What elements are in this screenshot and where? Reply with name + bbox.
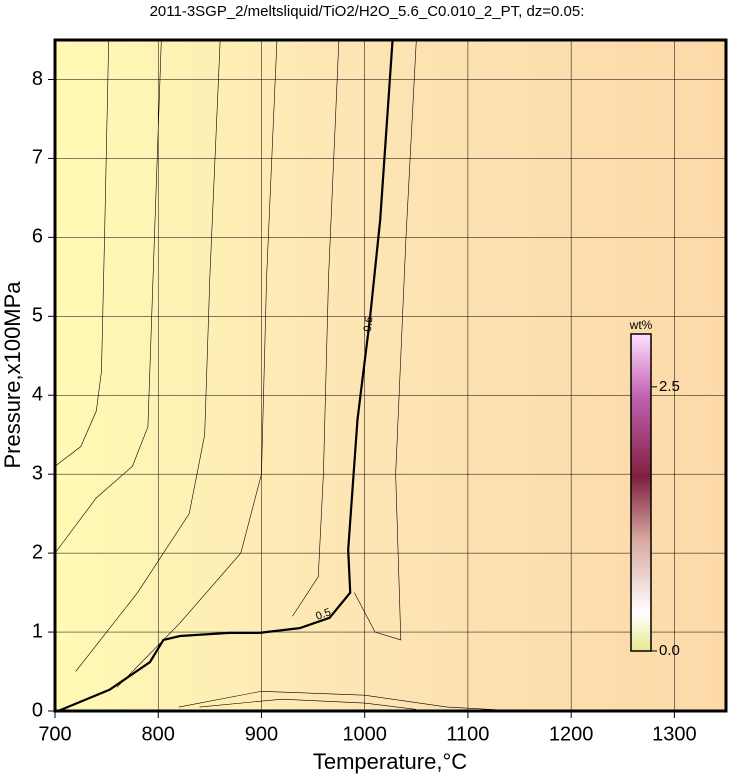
x-axis-label: Temperature,°C — [313, 749, 467, 774]
y-tick-label: 1 — [32, 620, 43, 642]
chart-title: 2011-3SGP_2/meltsliquid/TiO2/H2O_5.6_C0.… — [150, 3, 585, 20]
contour-line — [116, 39, 278, 688]
colorbar-tick-label: 2.5 — [659, 378, 680, 395]
plot-background — [55, 40, 726, 711]
x-tick-label: 1300 — [652, 723, 697, 745]
y-tick-label: 6 — [32, 226, 43, 248]
contour-line — [57, 39, 394, 713]
y-tick-label: 5 — [32, 305, 43, 327]
y-tick-label: 3 — [32, 462, 43, 484]
y-tick-label: 2 — [32, 541, 43, 563]
x-tick-label: 800 — [142, 723, 175, 745]
y-axis-label: Pressure,x100MPa — [0, 281, 25, 469]
colorbar-label: wt% — [629, 318, 653, 332]
y-tick-label: 8 — [32, 68, 43, 90]
plot-frame — [53, 38, 728, 713]
contour-line — [54, 39, 162, 554]
y-tick-label: 4 — [32, 384, 43, 406]
contour-label: 0.5 — [362, 316, 376, 333]
contour-label: 0.5 — [314, 606, 332, 623]
contour-line — [54, 39, 109, 467]
x-tick-label: 900 — [245, 723, 278, 745]
colorbar-tick-label: 0.0 — [659, 642, 680, 659]
x-tick-label: 1100 — [446, 723, 489, 745]
y-tick-label: 7 — [32, 147, 43, 169]
colorbar — [630, 333, 652, 652]
contour-line — [75, 39, 221, 672]
contour-line — [178, 690, 520, 712]
contour-line — [354, 39, 417, 641]
x-tick-label: 1200 — [549, 723, 594, 745]
x-tick-label: 1000 — [342, 723, 387, 745]
y-tick-label: 0 — [32, 699, 43, 721]
contour-line — [292, 39, 340, 617]
x-tick-label: 700 — [38, 723, 71, 745]
contour-line — [199, 698, 417, 710]
